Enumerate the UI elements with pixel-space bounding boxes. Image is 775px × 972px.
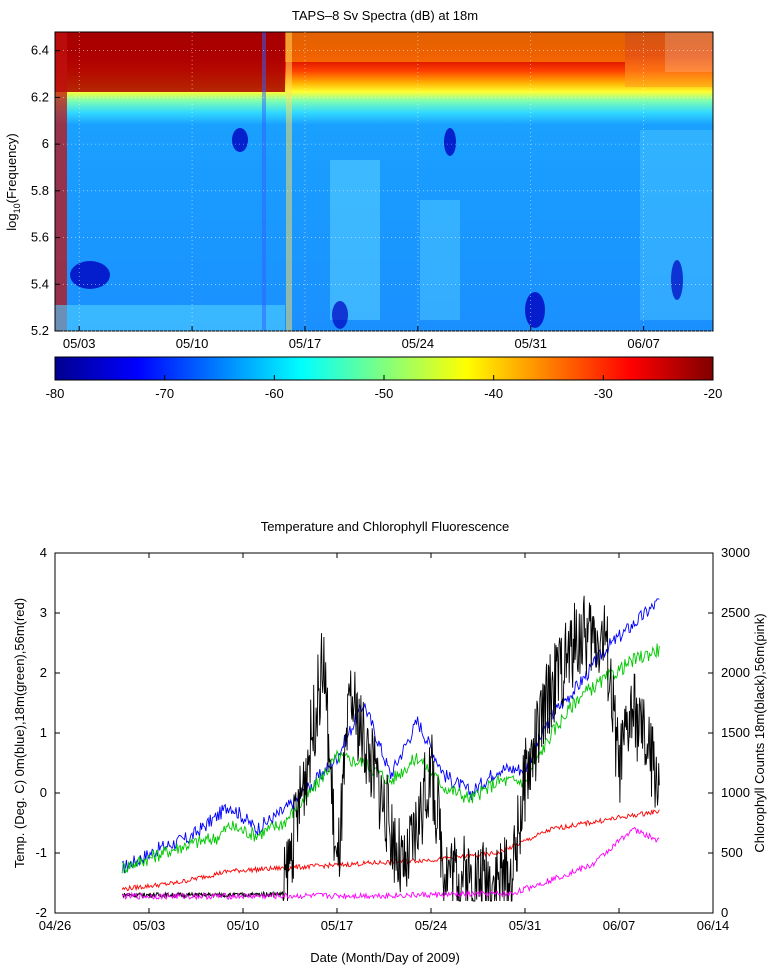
colorbar-tick-label: -80 xyxy=(46,386,65,401)
heatmap-x-tick-label: 05/24 xyxy=(402,336,435,351)
colorbar-tick-label: -50 xyxy=(375,386,394,401)
colorbar-ticks: -80 -70 -60 -50 -40 -30 -20 xyxy=(46,375,723,401)
line-y-right-ticks: 0 500 1000 1500 2000 2500 3000 xyxy=(708,545,750,920)
heatmap-ylabel: log10(Frequency) xyxy=(4,133,22,230)
heatmap-y-tick-label: 6.4 xyxy=(31,43,49,58)
line-y-left-ticks: -2 -1 0 1 2 3 4 xyxy=(35,545,60,920)
line-series-3 xyxy=(121,595,660,902)
heatmap-title: TAPS–8 Sv Spectra (dB) at 18m xyxy=(292,8,478,23)
line-y-right-tick-label: 1000 xyxy=(721,785,750,800)
line-x-tick-label: 05/10 xyxy=(227,918,260,933)
heatmap-x-tick-label: 05/17 xyxy=(289,336,322,351)
line-x-tick-label: 05/03 xyxy=(133,918,166,933)
line-y-right-tick-label: 2000 xyxy=(721,665,750,680)
line-y-right-tick-label: 1500 xyxy=(721,725,750,740)
heatmap-x-ticks: 05/03 05/10 05/17 05/24 05/31 06/07 xyxy=(63,326,660,351)
heatmap-y-tick-label: 5.2 xyxy=(31,323,49,338)
line-x-tick-label: 06/07 xyxy=(603,918,636,933)
line-y-left-tick-label: -1 xyxy=(35,845,47,860)
heatmap-x-tick-label: 05/31 xyxy=(514,336,547,351)
line-x-tick-label: 05/24 xyxy=(415,918,448,933)
line-chart-title: Temperature and Chlorophyll Fluorescence xyxy=(261,519,510,534)
line-series-0 xyxy=(121,598,660,874)
heatmap-y-tick-label: 6.2 xyxy=(31,89,49,104)
line-y-left-tick-label: 1 xyxy=(40,725,47,740)
heatmap-x-tick-label: 06/07 xyxy=(627,336,660,351)
heatmap-x-tick-label: 05/10 xyxy=(176,336,209,351)
line-x-tick-label: 05/31 xyxy=(509,918,542,933)
line-y-left-tick-label: 2 xyxy=(40,665,47,680)
colorbar-tick-label: -40 xyxy=(484,386,503,401)
line-y-left-tick-label: 0 xyxy=(40,785,47,800)
line-y-left-tick-label: 3 xyxy=(40,605,47,620)
line-y-right-tick-label: 500 xyxy=(721,845,743,860)
colorbar-tick-label: -70 xyxy=(155,386,174,401)
line-axes-frame xyxy=(54,552,714,914)
heatmap-y-tick-label: 5.6 xyxy=(31,230,49,245)
line-series-1 xyxy=(121,643,660,874)
line-ylabel-left: Temp. (Deg. C) 0m(blue),18m(green),56m(r… xyxy=(12,598,27,868)
heatmap-y-tick-label: 5.8 xyxy=(31,183,49,198)
heatmap-grid xyxy=(55,32,713,332)
line-x-tick-label: 04/26 xyxy=(39,918,72,933)
line-x-ticks: 04/26 05/03 05/10 05/17 05/24 05/31 06/07 06/14 xyxy=(39,553,730,933)
heatmap-y-tick-label: 5.4 xyxy=(31,276,49,291)
colorbar-tick-label: -30 xyxy=(594,386,613,401)
heatmap-x-tick-label: 05/03 xyxy=(63,336,96,351)
colorbar-tick-label: -20 xyxy=(704,386,723,401)
line-y-right-tick-label: 3000 xyxy=(721,545,750,560)
heatmap-y-ticks: 5.2 5.4 5.6 5.8 6 6.2 6.4 xyxy=(31,43,60,338)
line-y-left-tick-label: -2 xyxy=(35,905,47,920)
line-series-4 xyxy=(121,826,660,901)
colorbar-tick-label: -60 xyxy=(265,386,284,401)
line-series-group xyxy=(121,595,660,902)
line-x-tick-label: 06/14 xyxy=(697,918,730,933)
line-x-tick-label: 05/17 xyxy=(321,918,354,933)
line-y-left-tick-label: 4 xyxy=(40,545,47,560)
heatmap-field xyxy=(55,32,713,331)
line-y-right-tick-label: 0 xyxy=(721,905,728,920)
heatmap-y-tick-label: 6 xyxy=(42,136,49,151)
line-ylabel-right: Chlorophyll Counts 18m(black),56m(pink) xyxy=(752,613,767,852)
line-xlabel: Date (Month/Day of 2009) xyxy=(310,950,460,965)
line-y-right-tick-label: 2500 xyxy=(721,605,750,620)
